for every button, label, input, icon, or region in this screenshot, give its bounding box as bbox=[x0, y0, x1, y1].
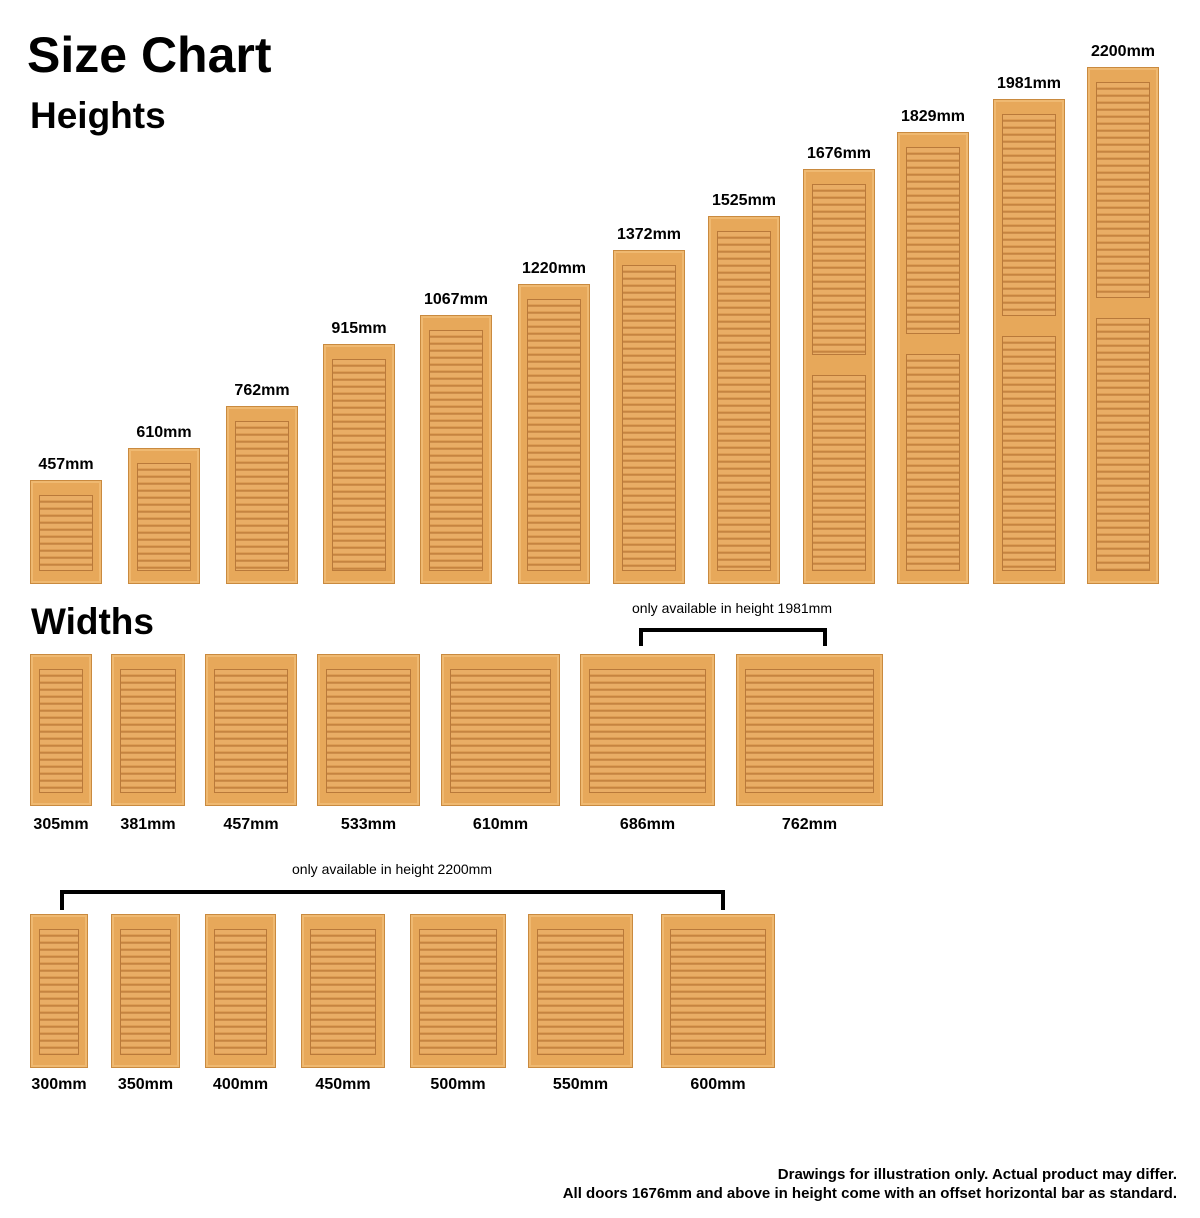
louvre-slats bbox=[1096, 318, 1150, 571]
size-label: 400mm bbox=[212, 1076, 269, 1093]
louvre-slats bbox=[235, 421, 289, 571]
louvre-slats bbox=[326, 669, 411, 793]
size-label: 686mm bbox=[619, 816, 676, 833]
louvre-slats bbox=[622, 265, 676, 571]
louvre-slats bbox=[39, 669, 83, 793]
size-label: 600mm bbox=[690, 1076, 746, 1093]
size-label: 300mm bbox=[31, 1076, 87, 1093]
size-label: 550mm bbox=[552, 1076, 609, 1093]
availability-bracket-2200 bbox=[60, 890, 725, 910]
footer-offset-bar-note: All doors 1676mm and above in height com… bbox=[562, 1185, 1177, 1202]
size-label: 500mm bbox=[430, 1076, 486, 1093]
size-label: 1676mm bbox=[806, 145, 872, 162]
louvre-door-icon bbox=[613, 250, 685, 584]
louvre-slats bbox=[39, 929, 79, 1055]
louvre-slats bbox=[39, 495, 93, 571]
louvre-door-icon bbox=[111, 914, 180, 1068]
louvre-door-icon bbox=[30, 654, 92, 806]
size-label: 457mm bbox=[223, 816, 279, 833]
louvre-door-icon bbox=[30, 480, 102, 584]
louvre-door-icon bbox=[661, 914, 775, 1068]
louvre-door-icon bbox=[205, 654, 297, 806]
louvre-slats bbox=[812, 375, 866, 571]
louvre-door-icon bbox=[301, 914, 385, 1068]
louvre-door-icon bbox=[128, 448, 200, 584]
size-label: 450mm bbox=[315, 1076, 371, 1093]
louvre-slats bbox=[310, 929, 376, 1055]
size-label: 915mm bbox=[331, 320, 387, 337]
size-label: 1372mm bbox=[616, 226, 682, 243]
size-label: 2200mm bbox=[1090, 43, 1156, 60]
louvre-slats bbox=[906, 354, 960, 571]
size-label: 1829mm bbox=[900, 108, 966, 125]
louvre-slats bbox=[137, 463, 191, 571]
louvre-door-icon bbox=[1087, 67, 1159, 584]
louvre-door-icon bbox=[111, 654, 185, 806]
louvre-slats bbox=[1002, 114, 1056, 316]
louvre-slats bbox=[745, 669, 874, 793]
louvre-door-icon bbox=[803, 169, 875, 584]
page-title: Size Chart bbox=[27, 27, 272, 83]
louvre-slats bbox=[1002, 336, 1056, 571]
louvre-door-icon bbox=[518, 284, 590, 584]
louvre-slats bbox=[1096, 82, 1150, 298]
louvre-door-icon bbox=[441, 654, 560, 806]
louvre-slats bbox=[120, 929, 171, 1055]
louvre-door-icon bbox=[205, 914, 276, 1068]
louvre-slats bbox=[214, 669, 288, 793]
size-label: 305mm bbox=[33, 816, 89, 833]
louvre-door-icon bbox=[993, 99, 1065, 584]
louvre-slats bbox=[670, 929, 766, 1055]
widths-row1-note: only available in height 1981mm bbox=[631, 600, 833, 616]
louvre-door-icon bbox=[528, 914, 633, 1068]
louvre-door-icon bbox=[410, 914, 506, 1068]
louvre-door-icon bbox=[580, 654, 715, 806]
louvre-door-icon bbox=[897, 132, 969, 584]
size-label: 457mm bbox=[38, 456, 94, 473]
louvre-slats bbox=[589, 669, 706, 793]
louvre-door-icon bbox=[736, 654, 883, 806]
louvre-slats bbox=[717, 231, 771, 571]
louvre-door-icon bbox=[30, 914, 88, 1068]
louvre-slats bbox=[332, 359, 386, 571]
louvre-slats bbox=[537, 929, 624, 1055]
size-label: 350mm bbox=[117, 1076, 174, 1093]
widths-heading: Widths bbox=[31, 601, 154, 642]
size-label: 1067mm bbox=[423, 291, 489, 308]
louvre-door-icon bbox=[317, 654, 420, 806]
louvre-door-icon bbox=[323, 344, 395, 584]
size-label: 381mm bbox=[120, 816, 176, 833]
heights-heading: Heights bbox=[30, 95, 166, 136]
size-label: 533mm bbox=[340, 816, 397, 833]
size-label: 762mm bbox=[781, 816, 838, 833]
louvre-slats bbox=[120, 669, 176, 793]
size-label: 1220mm bbox=[521, 260, 587, 277]
louvre-door-icon bbox=[708, 216, 780, 584]
size-label: 1525mm bbox=[711, 192, 777, 209]
size-label: 1981mm bbox=[996, 75, 1062, 92]
louvre-slats bbox=[214, 929, 267, 1055]
louvre-slats bbox=[419, 929, 497, 1055]
louvre-slats bbox=[812, 184, 866, 355]
widths-row2-note: only available in height 2200mm bbox=[291, 861, 493, 877]
size-label: 610mm bbox=[472, 816, 529, 833]
availability-bracket-1981 bbox=[639, 628, 827, 646]
louvre-door-icon bbox=[226, 406, 298, 584]
size-label: 762mm bbox=[234, 382, 290, 399]
louvre-slats bbox=[906, 147, 960, 334]
louvre-door-icon bbox=[420, 315, 492, 584]
footer-disclaimer: Drawings for illustration only. Actual p… bbox=[777, 1166, 1177, 1183]
louvre-slats bbox=[429, 330, 483, 571]
louvre-slats bbox=[450, 669, 551, 793]
size-label: 610mm bbox=[136, 424, 192, 441]
louvre-slats bbox=[527, 299, 581, 571]
